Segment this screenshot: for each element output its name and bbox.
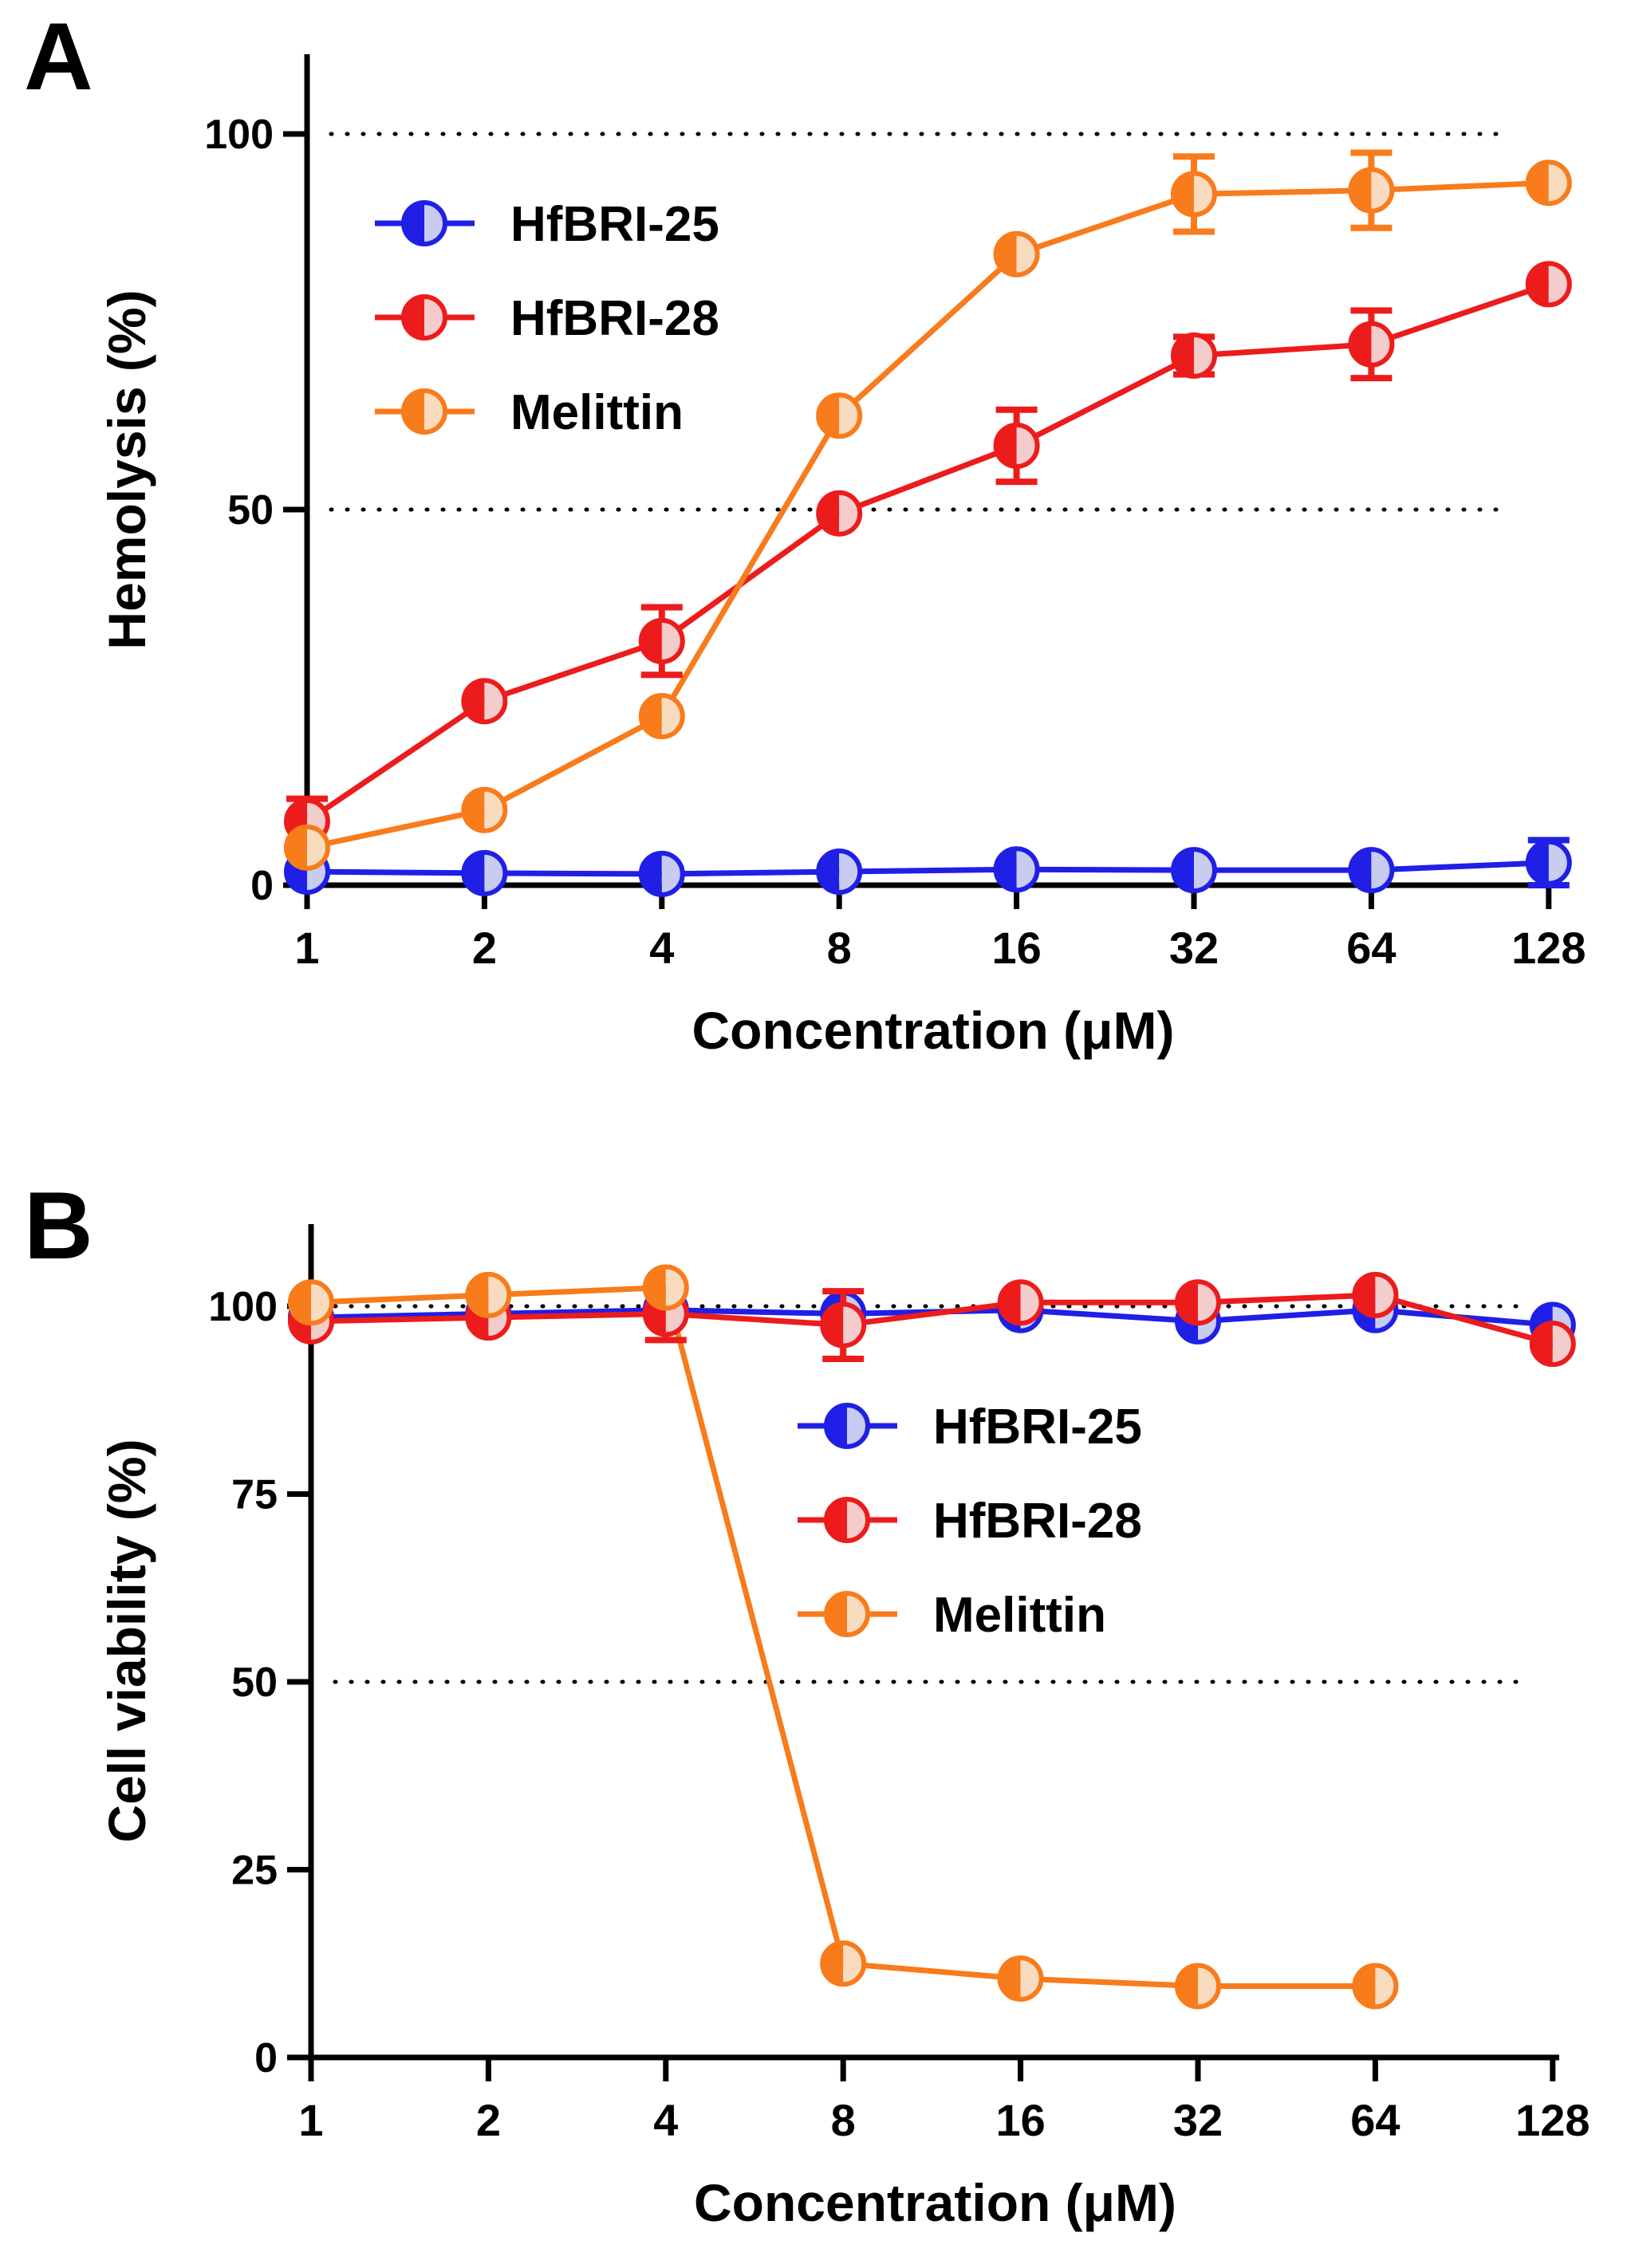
legend-marker-hfbri-25-outline <box>401 200 447 246</box>
x-tick-label-64: 64 <box>1346 923 1396 973</box>
data-point-melittin-5-outline <box>1171 171 1217 218</box>
x-tick-label-128: 128 <box>1515 2095 1590 2145</box>
data-point-melittin-1-outline <box>461 786 508 833</box>
data-point-hfbri-25-7-outline <box>1525 839 1572 886</box>
x-axis-title: Concentration (μM) <box>692 1001 1175 1060</box>
y-tick-label-50: 50 <box>227 487 274 534</box>
data-point-hfbri-25-5-outline <box>1171 847 1217 894</box>
x-tick-label-64: 64 <box>1350 2095 1400 2145</box>
legend-label-melittin: Melittin <box>933 1588 1106 1643</box>
data-point-hfbri-28-5-outline <box>1175 1279 1221 1326</box>
data-point-hfbri-25-6-outline <box>1348 847 1395 894</box>
series-line-hfbri-28 <box>305 282 1550 824</box>
x-tick-label-1: 1 <box>298 2095 323 2145</box>
x-tick-label-1: 1 <box>294 923 319 973</box>
data-point-melittin-7-outline <box>1525 159 1572 207</box>
y-tick-label-75: 75 <box>231 1472 278 1518</box>
x-tick-label-8: 8 <box>827 923 852 973</box>
legend-marker-hfbri-25-outline <box>824 1403 870 1449</box>
data-point-hfbri-28-4-outline <box>993 422 1040 469</box>
data-point-hfbri-28-1-outline <box>461 678 508 725</box>
data-point-hfbri-28-4-outline <box>997 1279 1044 1326</box>
x-tick-label-128: 128 <box>1511 923 1586 973</box>
legend-label-hfbri-25: HfBRI-25 <box>933 1400 1142 1455</box>
y-tick-label-100: 100 <box>204 112 274 158</box>
x-tick-label-32: 32 <box>1173 2095 1223 2145</box>
x-tick-label-32: 32 <box>1169 923 1219 973</box>
data-point-hfbri-25-2-outline <box>638 850 685 897</box>
data-point-hfbri-28-3-outline <box>820 1301 867 1349</box>
data-point-melittin-6-outline <box>1352 1963 1399 2010</box>
y-tick-label-100: 100 <box>208 1284 278 1330</box>
x-tick-label-2: 2 <box>472 923 497 973</box>
data-point-melittin-2-outline <box>638 693 685 740</box>
x-tick-label-2: 2 <box>476 2095 501 2145</box>
data-point-hfbri-28-2-outline <box>638 617 685 664</box>
x-tick-label-4: 4 <box>649 923 674 973</box>
data-point-hfbri-28-6-outline <box>1348 321 1395 368</box>
x-tick-label-8: 8 <box>831 2095 856 2145</box>
panel-b-cell-viability-chart: B 0 25 50 75 100 1 2 4 8 16 32 64 128 Concentration (μ… <box>24 1172 1590 2232</box>
data-point-melittin-0-outline <box>284 824 330 871</box>
legend-marker-melittin-outline <box>824 1591 870 1637</box>
data-point-hfbri-28-6-outline <box>1352 1271 1399 1318</box>
legend-marker-melittin-outline <box>401 388 447 435</box>
y-tick-label-0: 0 <box>254 2035 278 2081</box>
legend-label-hfbri-28: HfBRI-28 <box>510 291 719 346</box>
data-point-melittin-2-outline <box>642 1264 689 1311</box>
data-point-hfbri-25-1-outline <box>461 849 508 896</box>
legend-label-melittin: Melittin <box>510 385 684 440</box>
y-tick-label-50: 50 <box>231 1660 278 1706</box>
panel-label: A <box>24 3 93 110</box>
data-point-melittin-4-outline <box>997 1955 1044 2002</box>
legend-marker-hfbri-28-outline <box>824 1497 870 1543</box>
data-point-melittin-1-outline <box>465 1271 512 1318</box>
data-point-melittin-5-outline <box>1175 1963 1221 2010</box>
y-tick-label-0: 0 <box>250 863 274 909</box>
data-point-melittin-3-outline <box>816 392 863 439</box>
data-point-hfbri-28-3-outline <box>816 490 863 537</box>
y-tick-label-25: 25 <box>231 1848 278 1894</box>
data-point-hfbri-28-7-outline <box>1525 261 1572 308</box>
panel-label: B <box>24 1172 93 1279</box>
data-point-melittin-6-outline <box>1348 167 1395 214</box>
series-line-hfbri-25 <box>306 860 1549 877</box>
data-point-melittin-0-outline <box>288 1279 334 1326</box>
legend-label-hfbri-25: HfBRI-25 <box>510 197 719 252</box>
series-line-melittin <box>306 179 1549 851</box>
data-point-hfbri-28-5-outline <box>1171 332 1217 379</box>
data-point-melittin-3-outline <box>820 1940 867 1987</box>
legend-label-hfbri-28: HfBRI-28 <box>933 1494 1142 1549</box>
data-point-hfbri-25-4-outline <box>993 846 1040 893</box>
x-axis-title: Concentration (μM) <box>694 2173 1176 2232</box>
data-point-hfbri-25-3-outline <box>816 849 863 896</box>
data-point-hfbri-28-7-outline <box>1529 1321 1576 1368</box>
y-axis-title: Hemolysis (%) <box>97 289 156 649</box>
legend-marker-hfbri-28-outline <box>401 294 447 341</box>
data-point-melittin-4-outline <box>993 230 1040 278</box>
panel-a-hemolysis-chart: A 0 50 100 1 2 4 8 16 32 64 128 Concentration (μM) He… <box>24 3 1586 1060</box>
x-tick-label-4: 4 <box>653 2095 678 2145</box>
x-tick-label-16: 16 <box>995 2095 1045 2145</box>
x-tick-label-16: 16 <box>991 923 1041 973</box>
series-line-hfbri-28 <box>310 1292 1554 1347</box>
y-axis-title: Cell viability (%) <box>97 1439 156 1842</box>
